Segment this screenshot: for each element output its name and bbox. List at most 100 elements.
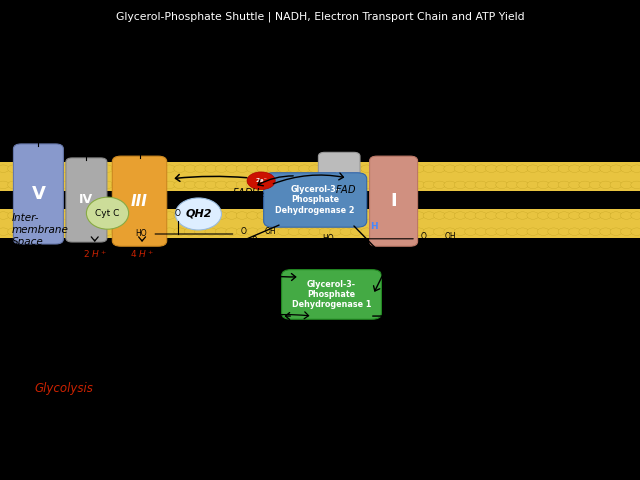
Circle shape	[413, 181, 425, 189]
Circle shape	[28, 181, 40, 189]
Text: Glycolysis: Glycolysis	[35, 382, 93, 395]
Circle shape	[568, 165, 580, 172]
Circle shape	[413, 165, 425, 172]
Circle shape	[361, 181, 372, 189]
Circle shape	[361, 212, 372, 219]
Text: Dihydroxyacetone
Phosphate: Dihydroxyacetone Phosphate	[139, 265, 239, 287]
Circle shape	[174, 165, 186, 172]
Circle shape	[122, 212, 134, 219]
Circle shape	[153, 165, 165, 172]
Circle shape	[392, 181, 404, 189]
Circle shape	[381, 181, 394, 189]
Circle shape	[246, 165, 259, 172]
Circle shape	[257, 228, 269, 235]
Circle shape	[620, 165, 632, 172]
Circle shape	[610, 165, 622, 172]
Text: $2\ NAD^+$: $2\ NAD^+$	[24, 354, 63, 368]
Circle shape	[527, 165, 539, 172]
Circle shape	[568, 181, 580, 189]
Circle shape	[101, 165, 113, 172]
Circle shape	[475, 212, 487, 219]
Circle shape	[39, 228, 51, 235]
Circle shape	[548, 181, 560, 189]
Text: Cyt C: Cyt C	[95, 209, 120, 217]
Circle shape	[132, 165, 144, 172]
FancyBboxPatch shape	[13, 144, 63, 244]
Circle shape	[558, 165, 570, 172]
Circle shape	[454, 212, 466, 219]
Circle shape	[516, 228, 529, 235]
Circle shape	[215, 228, 227, 235]
Circle shape	[319, 181, 331, 189]
Circle shape	[122, 165, 134, 172]
Circle shape	[454, 165, 466, 172]
Circle shape	[589, 228, 601, 235]
Circle shape	[28, 212, 40, 219]
Circle shape	[132, 228, 144, 235]
Circle shape	[298, 212, 310, 219]
Text: II: II	[335, 171, 344, 184]
Circle shape	[143, 228, 155, 235]
Circle shape	[8, 228, 20, 235]
Circle shape	[413, 212, 425, 219]
Circle shape	[371, 181, 383, 189]
Circle shape	[381, 228, 394, 235]
Circle shape	[101, 212, 113, 219]
Circle shape	[309, 165, 321, 172]
Circle shape	[631, 181, 640, 189]
Circle shape	[610, 228, 622, 235]
Text: OH: OH	[369, 250, 380, 259]
Circle shape	[548, 228, 560, 235]
Text: P: P	[431, 240, 436, 249]
Text: $4\ H^+$: $4\ H^+$	[130, 248, 154, 260]
Circle shape	[80, 165, 92, 172]
Circle shape	[433, 212, 445, 219]
Circle shape	[381, 212, 394, 219]
Circle shape	[444, 212, 456, 219]
Circle shape	[423, 212, 435, 219]
Circle shape	[413, 228, 425, 235]
Circle shape	[527, 228, 539, 235]
Circle shape	[8, 181, 20, 189]
Ellipse shape	[175, 198, 221, 230]
Circle shape	[18, 165, 30, 172]
Circle shape	[39, 212, 51, 219]
Circle shape	[49, 212, 61, 219]
Circle shape	[278, 212, 290, 219]
Circle shape	[288, 181, 300, 189]
Circle shape	[579, 181, 591, 189]
Text: OH: OH	[428, 253, 440, 262]
Circle shape	[111, 212, 124, 219]
Text: Glucose: Glucose	[17, 368, 63, 378]
Circle shape	[548, 212, 560, 219]
Text: OH: OH	[445, 232, 456, 241]
Circle shape	[246, 228, 259, 235]
Circle shape	[475, 165, 487, 172]
Text: Glycerol-Phosphate Shuttle | NADH, Electron Transport Chain and ATP Yield: Glycerol-Phosphate Shuttle | NADH, Elect…	[116, 12, 524, 22]
Text: QH2: QH2	[185, 209, 212, 219]
Circle shape	[184, 212, 196, 219]
Text: 2e⁻: 2e⁻	[255, 178, 267, 183]
Circle shape	[195, 165, 207, 172]
Circle shape	[392, 228, 404, 235]
Circle shape	[298, 181, 310, 189]
Circle shape	[620, 212, 632, 219]
Circle shape	[620, 181, 632, 189]
Circle shape	[163, 181, 175, 189]
Circle shape	[600, 165, 612, 172]
Circle shape	[70, 165, 82, 172]
FancyBboxPatch shape	[370, 156, 417, 246]
Text: $NAD^+$: $NAD^+$	[378, 322, 410, 335]
Circle shape	[631, 228, 640, 235]
Bar	[0, 209, 640, 238]
Circle shape	[381, 165, 394, 172]
Circle shape	[70, 228, 82, 235]
Circle shape	[49, 165, 61, 172]
Text: Glycerol-3-
Phosphate: Glycerol-3- Phosphate	[381, 270, 441, 292]
Circle shape	[361, 165, 372, 172]
Circle shape	[485, 181, 497, 189]
Circle shape	[174, 228, 186, 235]
Circle shape	[600, 212, 612, 219]
Circle shape	[600, 181, 612, 189]
Circle shape	[28, 165, 40, 172]
